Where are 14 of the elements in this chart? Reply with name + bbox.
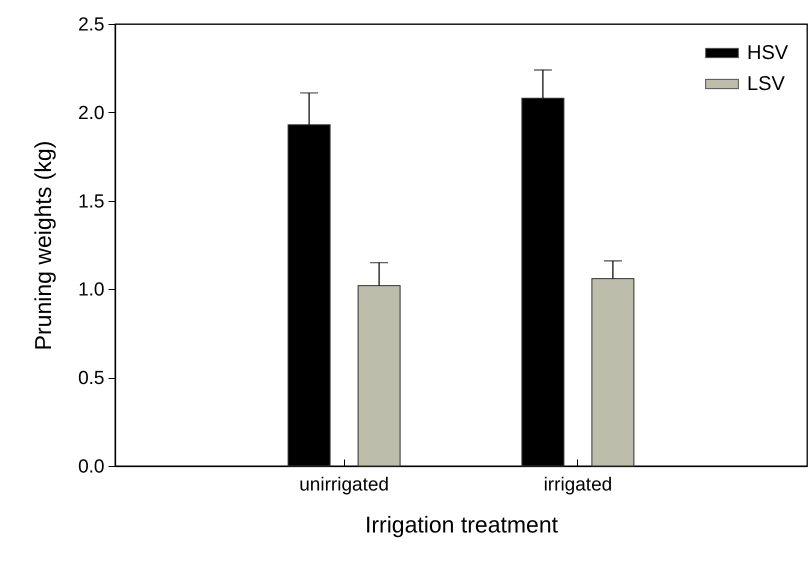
x-axis-title: Irrigation treatment <box>364 512 559 538</box>
y-tick-label: 1.5 <box>78 191 104 212</box>
y-axis-title: Pruning weights (kg) <box>30 140 56 350</box>
legend-label: LSV <box>747 73 786 95</box>
x-tick-label: irrigated <box>544 474 612 496</box>
y-tick-label: 0.0 <box>78 456 104 478</box>
bar <box>358 285 401 466</box>
y-tick-label: 2.0 <box>78 102 104 124</box>
y-tick-label: 1.0 <box>78 280 104 301</box>
y-tick-label: 0.5 <box>78 368 104 390</box>
y-tick-label: 2.5 <box>78 14 104 36</box>
x-tick-label: unirrigated <box>299 474 389 496</box>
legend-label: HSV <box>747 42 789 64</box>
bar <box>591 278 634 466</box>
